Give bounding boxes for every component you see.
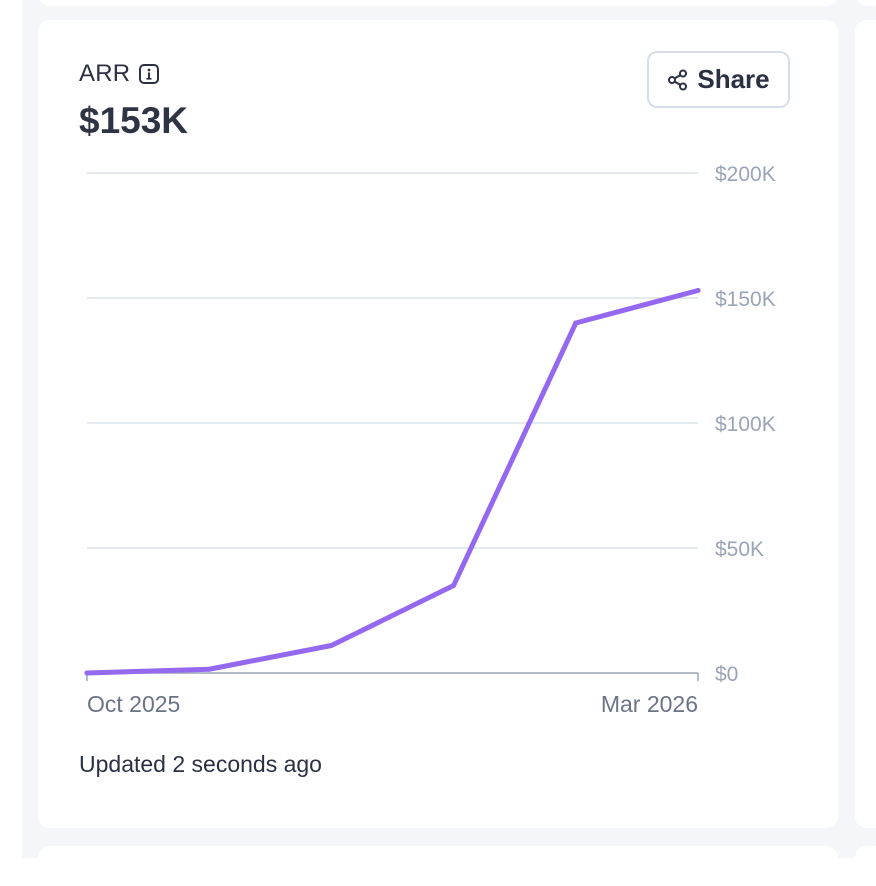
data-point [695, 288, 701, 293]
card-header: ARR [79, 60, 160, 88]
y-tick-label: $100K [715, 413, 776, 436]
data-point [84, 670, 90, 676]
data-point [573, 320, 579, 326]
card-title: ARR [79, 60, 131, 87]
adjacent-card-top-right [855, 0, 876, 6]
share-icon [668, 69, 688, 90]
y-tick-label: $50K [715, 538, 764, 561]
info-icon[interactable] [138, 63, 160, 85]
x-tick-label: Mar 2026 [601, 691, 698, 717]
arr-line-chart: $200K $150K $100K $50K $0 Oct 2025 Mar 2026 [84, 163, 776, 717]
y-tick-label: $150K [715, 288, 776, 311]
updated-timestamp: Updated 2 seconds ago [79, 751, 322, 777]
card-value: $153K [79, 100, 189, 141]
share-label: Share [697, 64, 770, 94]
x-tick-label: Oct 2025 [87, 691, 180, 717]
share-button[interactable]: Share [647, 51, 790, 108]
data-point [328, 643, 334, 648]
arr-card: ARR $153K Share Updated 2 seconds ago [38, 20, 838, 828]
y-tick-label: $200K [715, 163, 776, 186]
adjacent-card-right [855, 20, 876, 828]
adjacent-card-above [38, 0, 838, 6]
data-point [451, 583, 457, 588]
data-point [206, 666, 212, 672]
y-tick-label: $0 [715, 663, 738, 686]
arr-series-line [84, 288, 701, 676]
